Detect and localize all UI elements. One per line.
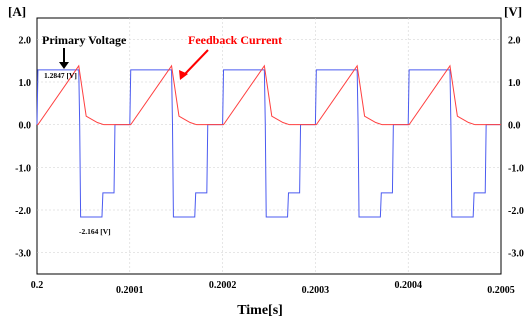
- y-tick-labels-left: 2.0 1.0 0.0 -1.0 -2.0 -3.0: [15, 35, 31, 259]
- primary-voltage-label: Primary Voltage: [42, 33, 127, 47]
- y-tick-label-left: 2.0: [19, 35, 32, 46]
- y-tick-label-right: -1.0: [508, 163, 524, 174]
- primary-voltage-line: [36, 69, 501, 218]
- plot-frame: [36, 17, 502, 275]
- grid: [37, 18, 501, 274]
- primary-voltage-arrow: [59, 48, 69, 69]
- positive-peak-value-label: 1.2847 [V]: [44, 71, 77, 80]
- x-tick-labels: 0.2 0.2001 0.2002 0.2003 0.2004 0.2005: [31, 280, 515, 296]
- y-tick-label-right: 2.0: [508, 35, 521, 46]
- x-tick-label: 0.2001: [116, 285, 144, 296]
- y-tick-label-left: 1.0: [19, 78, 32, 89]
- negative-peak-value-label: -2.164 [V]: [79, 227, 111, 236]
- y-tick-label-left: -2.0: [15, 206, 31, 217]
- x-tick-label: 0.2005: [487, 285, 515, 296]
- y-tick-labels-right: 2.0 1.0 0.0 -1.0 -2.0 -3.0: [508, 35, 524, 259]
- x-tick-label: 0.2002: [209, 280, 237, 291]
- x-tick-label: 0.2003: [302, 285, 330, 296]
- series-layer: [36, 64, 501, 218]
- feedback-current-line: [37, 64, 501, 126]
- y-tick-label-right: -2.0: [508, 206, 524, 217]
- y-tick-label-right: 0.0: [508, 121, 521, 132]
- feedback-current-arrow: [179, 49, 209, 80]
- y-tick-label-right: 1.0: [508, 78, 521, 89]
- y-left-unit: [A]: [8, 4, 26, 19]
- x-axis-title: Time[s]: [237, 303, 283, 318]
- y-tick-label-left: 0.0: [19, 121, 32, 132]
- x-tick-label: 0.2004: [394, 280, 422, 291]
- y-tick-label-left: -3.0: [15, 249, 31, 260]
- y-right-unit: [V]: [504, 4, 522, 19]
- feedback-current-label: Feedback Current: [188, 33, 282, 47]
- x-tick-label: 0.2: [31, 280, 44, 291]
- y-tick-label-right: -3.0: [508, 249, 524, 260]
- y-tick-label-left: -1.0: [15, 163, 31, 174]
